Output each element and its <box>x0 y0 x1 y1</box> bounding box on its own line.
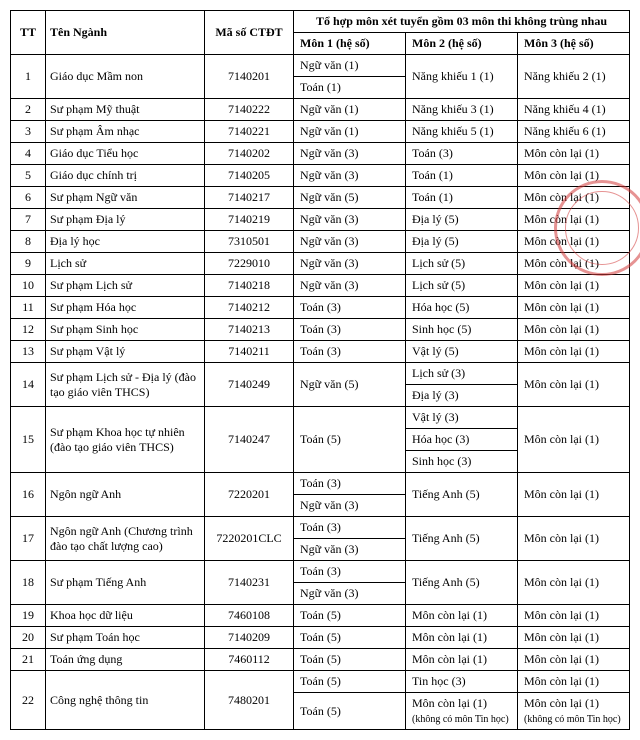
table-row: 18Sư phạm Tiếng Anh7140231Toán (3)Tiếng … <box>11 561 630 583</box>
table-row: 12Sư phạm Sinh học7140213Toán (3)Sinh họ… <box>11 319 630 341</box>
header-group-title: Tổ hợp môn xét tuyển gồm 03 môn thi khôn… <box>294 11 630 33</box>
table-row: 1Giáo dục Mầm non7140201Ngữ văn (1)Năng … <box>11 55 630 77</box>
admissions-table: TT Tên Ngành Mã số CTĐT Tổ hợp môn xét t… <box>10 10 630 730</box>
table-row: 8Địa lý học7310501Ngữ văn (3)Địa lý (5)M… <box>11 231 630 253</box>
header-ten-nganh: Tên Ngành <box>46 11 205 55</box>
table-row: 21Toán ứng dụng7460112Toán (5)Môn còn lạ… <box>11 649 630 671</box>
table-row: 5Giáo dục chính trị7140205Ngữ văn (3)Toá… <box>11 165 630 187</box>
table-row: 15Sư phạm Khoa học tự nhiên (đào tạo giá… <box>11 407 630 429</box>
table-row: 10Sư phạm Lịch sử7140218Ngữ văn (3)Lịch … <box>11 275 630 297</box>
table-row: 16Ngôn ngữ Anh7220201Toán (3)Tiếng Anh (… <box>11 473 630 495</box>
table-row: 7Sư phạm Địa lý7140219Ngữ văn (3)Địa lý … <box>11 209 630 231</box>
table-row: 14Sư phạm Lịch sử - Địa lý (đào tạo giáo… <box>11 363 630 385</box>
table-row: 3Sư phạm Âm nhạc7140221Ngữ văn (1)Năng k… <box>11 121 630 143</box>
table-row: 9Lịch sử7229010Ngữ văn (3)Lịch sử (5)Môn… <box>11 253 630 275</box>
table-row: 4Giáo dục Tiểu học7140202Ngữ văn (3)Toán… <box>11 143 630 165</box>
table-row: 19Khoa học dữ liệu7460108Toán (5)Môn còn… <box>11 605 630 627</box>
table-row: 2Sư phạm Mỹ thuật7140222Ngữ văn (1)Năng … <box>11 99 630 121</box>
header-mon3: Môn 3 (hệ số) <box>518 33 630 55</box>
header-ma-so: Mã số CTĐT <box>205 11 294 55</box>
table-body: 1Giáo dục Mầm non7140201Ngữ văn (1)Năng … <box>11 55 630 730</box>
header-mon2: Môn 2 (hệ số) <box>406 33 518 55</box>
table-row: 13Sư phạm Vật lý7140211Toán (3)Vật lý (5… <box>11 341 630 363</box>
table-row: 11Sư phạm Hóa học7140212Toán (3)Hóa học … <box>11 297 630 319</box>
table-row: 17Ngôn ngữ Anh (Chương trình đào tạo chấ… <box>11 517 630 539</box>
table-row: 22Công nghệ thông tin7480201Toán (5)Tin … <box>11 671 630 693</box>
table-row: 6Sư phạm Ngữ văn7140217Ngữ văn (5)Toán (… <box>11 187 630 209</box>
header-mon1: Môn 1 (hệ số) <box>294 33 406 55</box>
table-header: TT Tên Ngành Mã số CTĐT Tổ hợp môn xét t… <box>11 11 630 55</box>
table-row: 20Sư phạm Toán học7140209Toán (5)Môn còn… <box>11 627 630 649</box>
header-tt: TT <box>11 11 46 55</box>
